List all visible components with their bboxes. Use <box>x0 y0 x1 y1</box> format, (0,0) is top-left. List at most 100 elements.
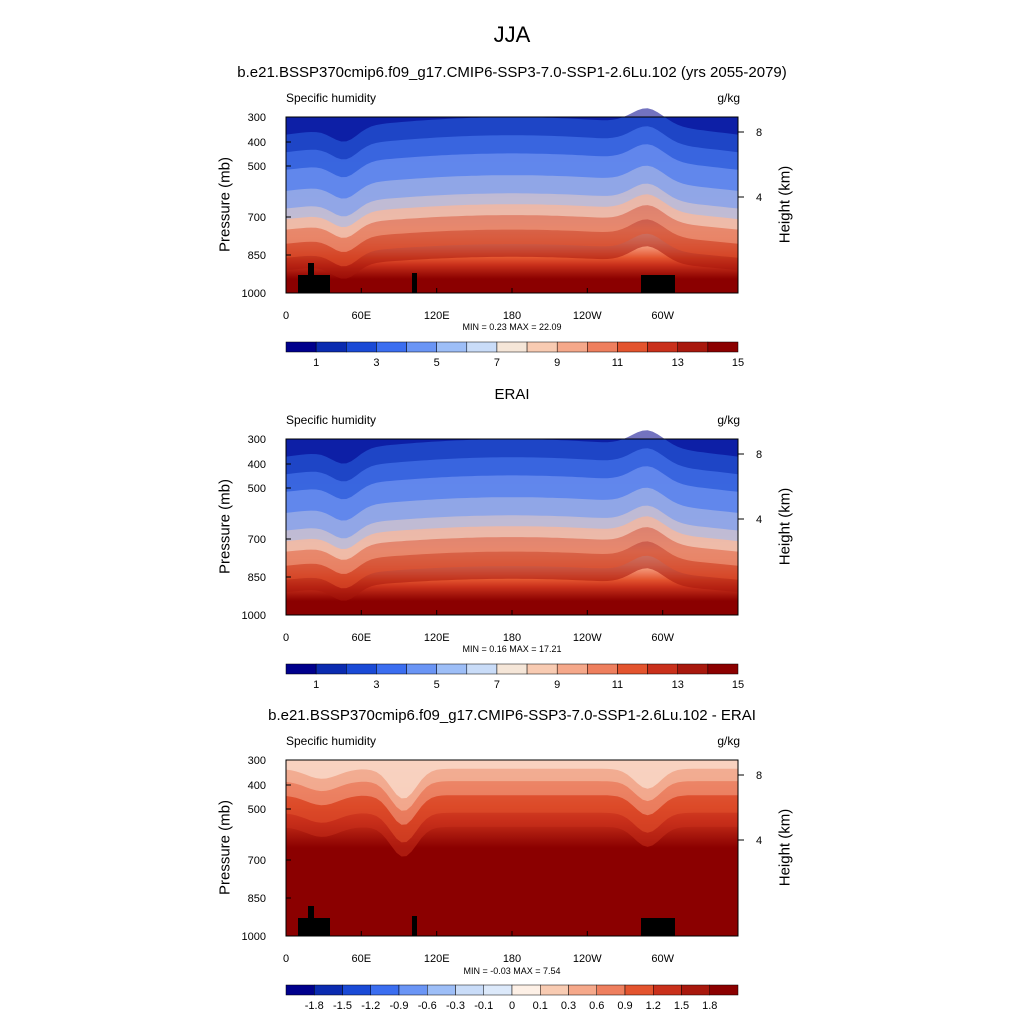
panel3-units-label: g/kg <box>717 734 740 748</box>
colorbar-swatch <box>540 984 569 996</box>
contour-band <box>286 117 738 160</box>
colorbar-label: 13 <box>672 679 684 691</box>
y-tick-label: 500 <box>248 483 266 495</box>
panel1-title: b.e21.BSSP370cmip6.f09_g17.CMIP6-SSP3-7.… <box>237 64 787 81</box>
x-tick-label: 120E <box>424 632 450 644</box>
x-tick-label: 60E <box>352 632 372 644</box>
colorbar-swatch <box>624 984 654 996</box>
colorbar-swatch <box>406 341 437 353</box>
colorbar-swatch <box>342 984 371 996</box>
panel-3-axes: 300 400 500 700 850 1000 0 60E 120E 180 120W 60W 8 4 <box>242 755 763 965</box>
x-tick-label: 120W <box>573 632 602 644</box>
colorbar-swatch <box>346 663 377 675</box>
colorbar-swatch <box>436 341 468 353</box>
y-tick-label: 700 <box>248 534 266 546</box>
colorbar-label: -0.1 <box>474 1000 493 1012</box>
colorbar-swatch <box>617 663 648 675</box>
y-tick-label: 850 <box>248 250 266 262</box>
panel-3-field <box>285 759 739 937</box>
panel3-left-label: Specific humidity <box>286 734 377 748</box>
colorbar-swatch <box>314 984 343 996</box>
panel-2-field <box>285 430 739 616</box>
topography-block <box>320 918 330 936</box>
colorbar-label: 0.6 <box>589 1000 604 1012</box>
colorbar-swatch <box>496 663 528 675</box>
y-tick-label: 400 <box>248 137 266 149</box>
colorbar-swatch <box>496 341 528 353</box>
x-tick-label: 120W <box>573 310 602 322</box>
x-tick-label: 60W <box>651 953 674 965</box>
topography-block <box>641 918 675 936</box>
panel2-minmax: MIN = 0.16 MAX = 17.21 <box>462 644 562 654</box>
colorbar-label: 11 <box>612 679 623 691</box>
colorbar-label: 3 <box>373 679 379 691</box>
y-tick-label: 500 <box>248 161 266 173</box>
panel3-minmax: MIN = -0.03 MAX = 7.54 <box>463 966 561 976</box>
colorbar-swatch <box>617 341 648 353</box>
colorbar-swatch <box>398 984 428 996</box>
colorbar-swatch <box>376 663 407 675</box>
colorbar-label: -0.3 <box>446 1000 465 1012</box>
colorbar-label: 1.2 <box>646 1000 661 1012</box>
colorbar-swatch <box>677 663 709 675</box>
y-tick-label: 500 <box>248 804 266 816</box>
contour-band <box>286 439 738 482</box>
colorbar-label: 13 <box>672 357 684 369</box>
colorbar-label: 0.1 <box>533 1000 548 1012</box>
panel-1-field <box>285 108 739 294</box>
right-y-tick-label: 4 <box>756 192 762 204</box>
colorbar-swatch <box>647 341 678 353</box>
panel1-minmax: MIN = 0.23 MAX = 22.09 <box>462 322 562 332</box>
colorbar-label: 11 <box>612 357 623 369</box>
colorbar-label: 15 <box>732 357 744 369</box>
x-tick-label: 0 <box>283 632 289 644</box>
y-tick-label: 850 <box>248 893 266 905</box>
colorbar-label: 1 <box>313 679 319 691</box>
colorbar-label: 1 <box>313 357 319 369</box>
contour-band <box>286 760 738 799</box>
y-tick-label: 400 <box>248 780 266 792</box>
colorbar-swatch <box>466 663 498 675</box>
colorbar-swatch <box>370 984 400 996</box>
panel1-units-label: g/kg <box>717 91 740 105</box>
x-tick-label: 120W <box>573 953 602 965</box>
panel-1-colorbar: 1 3 5 7 9 11 13 15 <box>285 341 744 369</box>
colorbar-swatch <box>653 984 682 996</box>
y-tick-label: 700 <box>248 212 266 224</box>
colorbar-label: 7 <box>494 357 500 369</box>
colorbar-label: -1.5 <box>333 1000 352 1012</box>
colorbar-label: 0 <box>509 1000 515 1012</box>
colorbar-swatch <box>681 984 710 996</box>
colorbar-swatch <box>285 341 317 353</box>
y-tick-label: 300 <box>248 434 266 446</box>
topography-block <box>308 263 314 293</box>
colorbar-label: 9 <box>554 357 560 369</box>
colorbar-label: 1.8 <box>702 1000 717 1012</box>
right-y-tick-label: 4 <box>756 835 762 847</box>
colorbar-swatch <box>285 984 315 996</box>
right-y-tick-label: 8 <box>756 770 762 782</box>
y-tick-label: 300 <box>248 755 266 767</box>
colorbar-swatch <box>436 663 468 675</box>
panel1-left-label: Specific humidity <box>286 91 377 105</box>
colorbar-swatch <box>707 663 739 675</box>
colorbar-swatch <box>556 341 588 353</box>
colorbar-swatch <box>556 663 588 675</box>
colorbar-swatch <box>376 341 407 353</box>
colorbar-swatch <box>526 663 558 675</box>
y-tick-label: 850 <box>248 572 266 584</box>
topography-block <box>412 916 417 936</box>
x-tick-label: 60E <box>352 953 372 965</box>
colorbar-label: 3 <box>373 357 379 369</box>
panel-2-axes: 300 400 500 700 850 1000 0 60E 120E 180 120W 60W 8 4 <box>242 434 763 644</box>
y-tick-label: 1000 <box>242 931 266 943</box>
panel2-units-label: g/kg <box>717 413 740 427</box>
topography-block <box>308 906 314 936</box>
topography-block <box>320 275 330 293</box>
colorbar-swatch <box>707 341 739 353</box>
colorbar-label: 15 <box>732 679 744 691</box>
colorbar-swatch <box>568 984 597 996</box>
colorbar-label: -0.6 <box>418 1000 437 1012</box>
x-tick-label: 60E <box>352 310 372 322</box>
